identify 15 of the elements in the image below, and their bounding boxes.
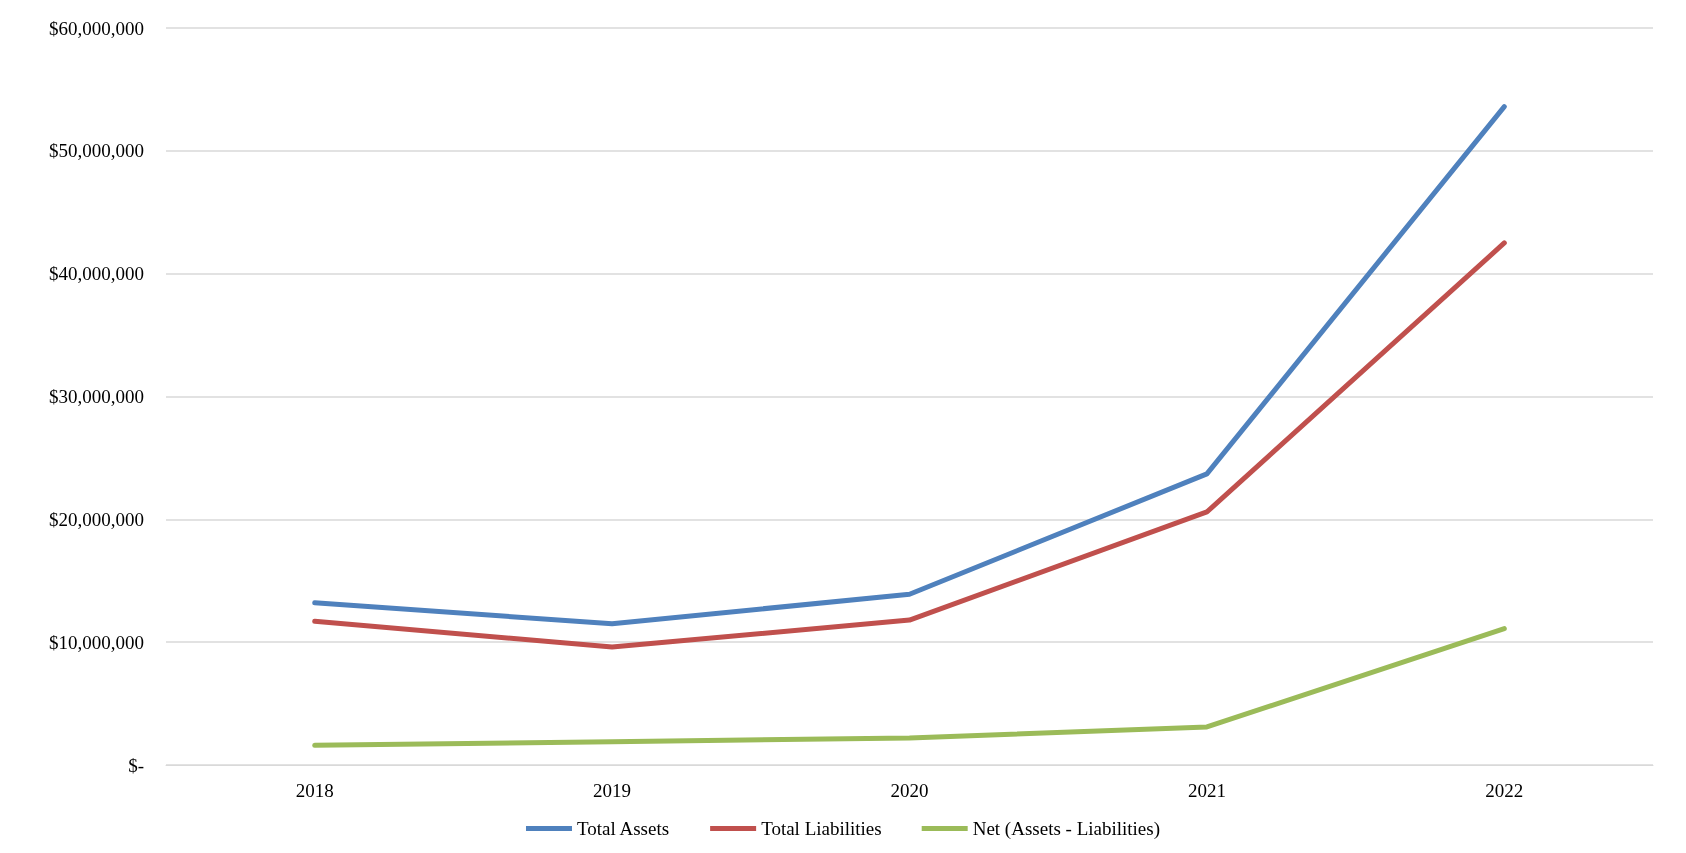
y-tick-label: $40,000,000 (49, 263, 144, 285)
y-tick-label: $50,000,000 (49, 140, 144, 162)
x-tick-label: 2022 (1485, 780, 1524, 801)
legend-label: Total Assets (576, 818, 670, 839)
legend-label: Total Liabilities (761, 818, 882, 839)
x-tick-label: 2020 (890, 780, 929, 801)
x-tick-label: 2019 (593, 780, 632, 801)
y-tick-label: $10,000,000 (49, 631, 144, 653)
y-tick-label: $- (128, 754, 144, 776)
y-tick-label: $60,000,000 (49, 17, 144, 39)
x-tick-label: 2021 (1187, 780, 1226, 801)
y-tick-label: $20,000,000 (49, 508, 144, 530)
legend-label: Net (Assets - Liabilities) (972, 818, 1161, 840)
x-tick-label: 2018 (295, 780, 334, 801)
y-tick-label: $30,000,000 (49, 386, 144, 407)
